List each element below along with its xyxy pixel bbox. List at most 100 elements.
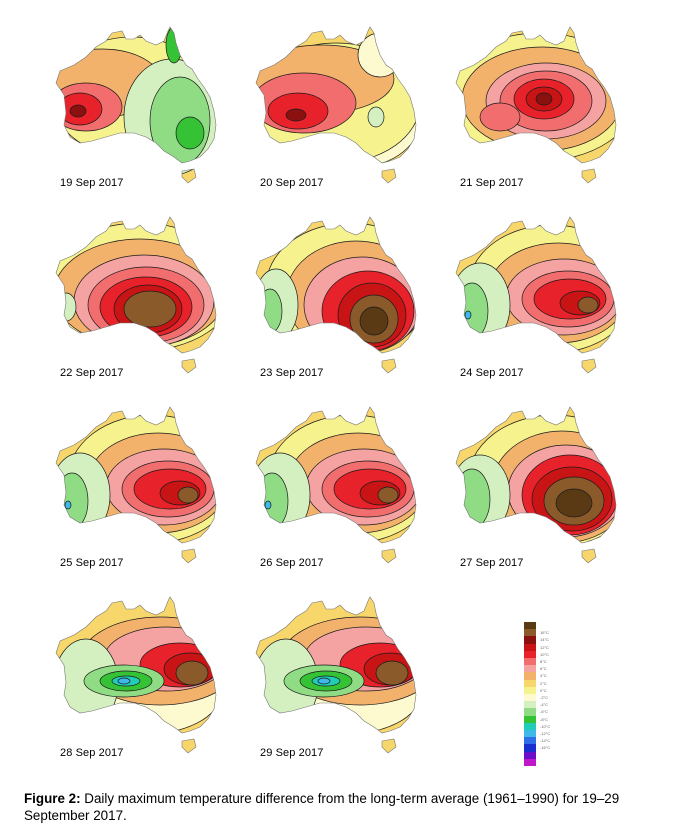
panel-date-label: 20 Sep 2017: [260, 177, 324, 189]
temperature-anomaly-region: [264, 500, 272, 510]
map-panel: 19 Sep 2017: [40, 25, 230, 205]
panel-date-label: 19 Sep 2017: [60, 177, 124, 189]
temperature-anomaly-region: [456, 468, 491, 530]
coastline: [255, 406, 417, 564]
temperature-anomaly-region: [479, 102, 521, 132]
legend-label: -10°C: [540, 723, 551, 729]
map-panel: 25 Sep 2017: [40, 405, 230, 585]
temperature-anomaly-region: [555, 488, 593, 518]
legend-swatch: [524, 665, 536, 673]
australia-map: [255, 26, 417, 184]
legend-label: -16°C: [540, 745, 551, 751]
legend-swatch: [524, 701, 536, 709]
map-panel: 24 Sep 2017: [440, 215, 630, 395]
legend-swatch: [524, 737, 536, 745]
legend-swatch: [524, 730, 536, 738]
australia-map: [255, 406, 417, 564]
panel-date-label: 22 Sep 2017: [60, 367, 124, 379]
australia-map: [455, 216, 617, 374]
map-panel: 29 Sep 2017: [240, 595, 430, 775]
map-panel: 26 Sep 2017: [240, 405, 430, 585]
coastline: [255, 26, 417, 184]
caption-label: Figure 2:: [24, 791, 81, 806]
legend-swatch: [524, 715, 536, 723]
temperature-anomaly-region: [175, 660, 209, 686]
panel-date-label: 25 Sep 2017: [60, 557, 124, 569]
panel-date-label: 27 Sep 2017: [460, 557, 524, 569]
temperature-anomaly-region: [317, 677, 331, 685]
legend-swatch: [524, 679, 536, 687]
temperature-anomaly-region: [367, 106, 385, 128]
legend-swatch: [524, 708, 536, 716]
temperature-anomaly-region: [56, 472, 89, 530]
temperature-anomaly-region: [359, 306, 389, 336]
australia-map: [255, 596, 417, 754]
temperature-anomaly-region: [123, 290, 177, 328]
australia-map: [55, 26, 217, 184]
panel-date-label: 29 Sep 2017: [260, 747, 324, 759]
legend-label: 16°C: [540, 630, 549, 636]
caption-text: Daily maximum temperature difference fro…: [24, 791, 620, 823]
temperature-anomaly-region: [375, 660, 409, 686]
legend-swatch: [524, 650, 536, 658]
legend-label: -4°C: [540, 702, 549, 708]
australia-map: [455, 406, 617, 564]
legend-swatch: [524, 758, 536, 766]
panel-date-label: 23 Sep 2017: [260, 367, 324, 379]
legend-label: 12°C: [540, 644, 549, 650]
legend-swatch: [524, 636, 536, 644]
legend-label: 6°C: [540, 666, 547, 672]
legend-swatch: [524, 744, 536, 752]
legend-label: -8°C: [540, 716, 549, 722]
temperature-anomaly-region: [117, 677, 131, 685]
legend-label: -2°C: [540, 695, 549, 700]
temperature-anomaly-region: [285, 108, 307, 122]
panel-date-label: 28 Sep 2017: [60, 747, 124, 759]
temperature-anomaly-region: [464, 310, 472, 320]
temperature-anomaly-region: [165, 27, 183, 64]
legend-swatch: [524, 672, 536, 680]
legend-swatch: [524, 722, 536, 730]
coastline: [55, 216, 217, 374]
coastline: [255, 596, 417, 754]
australia-map: [55, 596, 217, 754]
map-panel: 22 Sep 2017: [40, 215, 230, 395]
temperature-anomaly-region: [535, 92, 553, 106]
australia-map: [255, 216, 417, 374]
legend-swatch: [524, 694, 536, 702]
coastline: [55, 596, 217, 754]
map-panel: 27 Sep 2017: [440, 405, 630, 585]
legend-swatch: [524, 629, 536, 637]
legend-swatch: [524, 622, 536, 630]
legend-swatch: [524, 643, 536, 651]
temperature-anomaly-region: [256, 472, 289, 530]
coastline: [455, 406, 617, 564]
temperature-anomaly-region: [577, 296, 599, 314]
legend-label: -6°C: [540, 709, 549, 715]
coastline: [255, 216, 417, 374]
panel-date-label: 26 Sep 2017: [260, 557, 324, 569]
australia-map: [55, 216, 217, 374]
coastline: [455, 216, 617, 374]
panel-date-label: 24 Sep 2017: [460, 367, 524, 379]
temperature-anomaly-region: [149, 76, 211, 166]
map-panel: 20 Sep 2017: [240, 25, 430, 205]
australia-map: [55, 406, 217, 564]
legend-label: 14°C: [540, 637, 549, 643]
legend-swatch: [524, 686, 536, 694]
legend-label: 10°C: [540, 651, 549, 657]
legend-swatch: [524, 658, 536, 666]
map-panel: 23 Sep 2017: [240, 215, 430, 395]
coastline: [455, 26, 617, 184]
temperature-anomaly-region: [64, 500, 72, 510]
legend-label: -14°C: [540, 738, 551, 744]
temperature-anomaly-region: [69, 104, 87, 118]
legend-swatch: [524, 751, 536, 759]
temperature-anomaly-region: [456, 282, 489, 340]
legend-label: 2°C: [540, 680, 547, 686]
australia-map: [455, 26, 617, 184]
legend-label: 4°C: [540, 673, 547, 679]
legend-label: 0°C: [540, 687, 547, 693]
temperature-anomaly-region: [177, 486, 199, 504]
panel-date-label: 21 Sep 2017: [460, 177, 524, 189]
